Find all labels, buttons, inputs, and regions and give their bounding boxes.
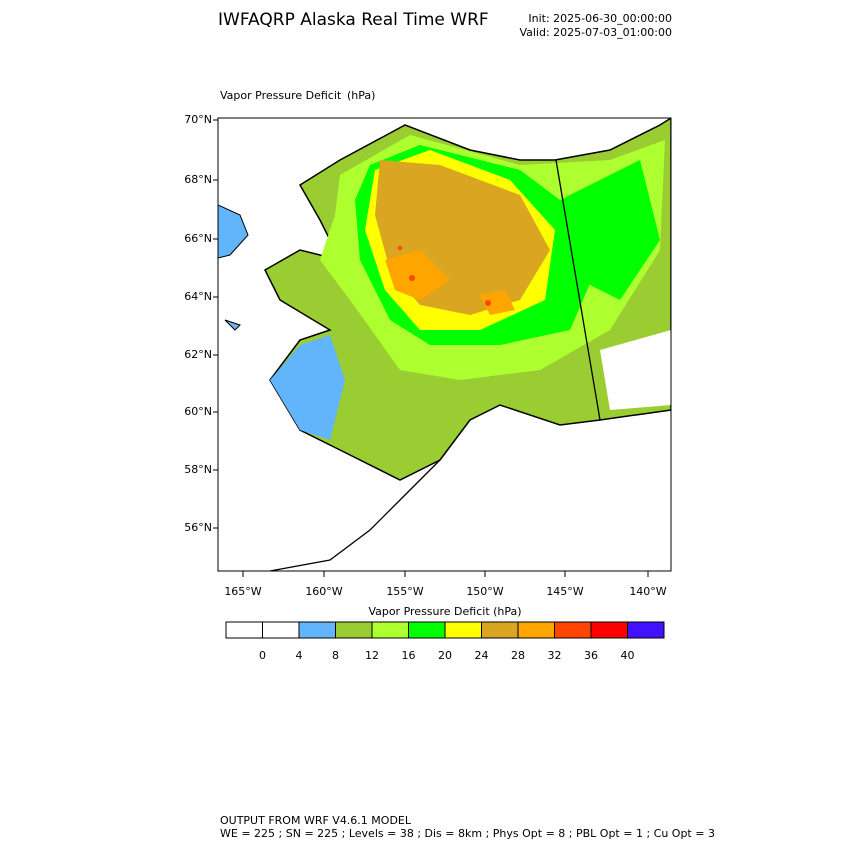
lon-label: 160°W [305,585,342,598]
lon-label: 145°W [546,585,583,598]
lat-label: 56°N [184,521,212,534]
init-time: Init: 2025-06-30_00:00:00 [528,12,672,25]
title: IWFAQRP Alaska Real Time WRF [218,10,489,30]
colorbar-box [590,621,628,639]
colorbar-level: 36 [584,649,598,662]
colorbar-level: 0 [259,649,266,662]
colorbar-level: 4 [296,649,303,662]
lat-label: 62°N [184,348,212,361]
field-label: Vapor Pressure Deficit [220,89,342,102]
lat-label: 60°N [184,405,212,418]
colorbar-level: 8 [332,649,339,662]
lat-label: 58°N [184,463,212,476]
lon-label: 140°W [629,585,666,598]
colorbar-box [517,621,555,639]
lat-label: 66°N [184,232,212,245]
lat-label: 68°N [184,173,212,186]
colorbar-level: 28 [511,649,525,662]
colorbar-box [481,621,519,639]
footer-line: WE = 225 ; SN = 225 ; Levels = 38 ; Dis … [220,827,715,840]
lon-label: 165°W [224,585,261,598]
colorbar-box [335,621,373,639]
lon-label: 155°W [386,585,423,598]
lon-label: 150°W [466,585,503,598]
colorbar-box [298,621,336,639]
colorbar-box [262,621,300,639]
valid-time: Valid: 2025-07-03_01:00:00 [519,26,672,39]
colorbar-box [444,621,482,639]
colorbar-level: 16 [402,649,416,662]
colorbar-box [225,621,263,639]
colorbar-level: 20 [438,649,452,662]
footer-line: OUTPUT FROM WRF V4.6.1 MODEL [220,814,412,827]
colorbar-level: 40 [621,649,635,662]
map [217,117,672,572]
colorbar-level: 24 [475,649,489,662]
colorbar-box [371,621,409,639]
colorbar-title: Vapor Pressure Deficit (hPa) [368,605,521,618]
colorbar-box [408,621,446,639]
colorbar-box [554,621,592,639]
colorbar-level: 12 [365,649,379,662]
colorbar-level: 32 [548,649,562,662]
field-units: (hPa) [347,89,375,102]
lat-label: 64°N [184,290,212,303]
colorbar-box [627,621,665,639]
lat-label: 70°N [184,113,212,126]
